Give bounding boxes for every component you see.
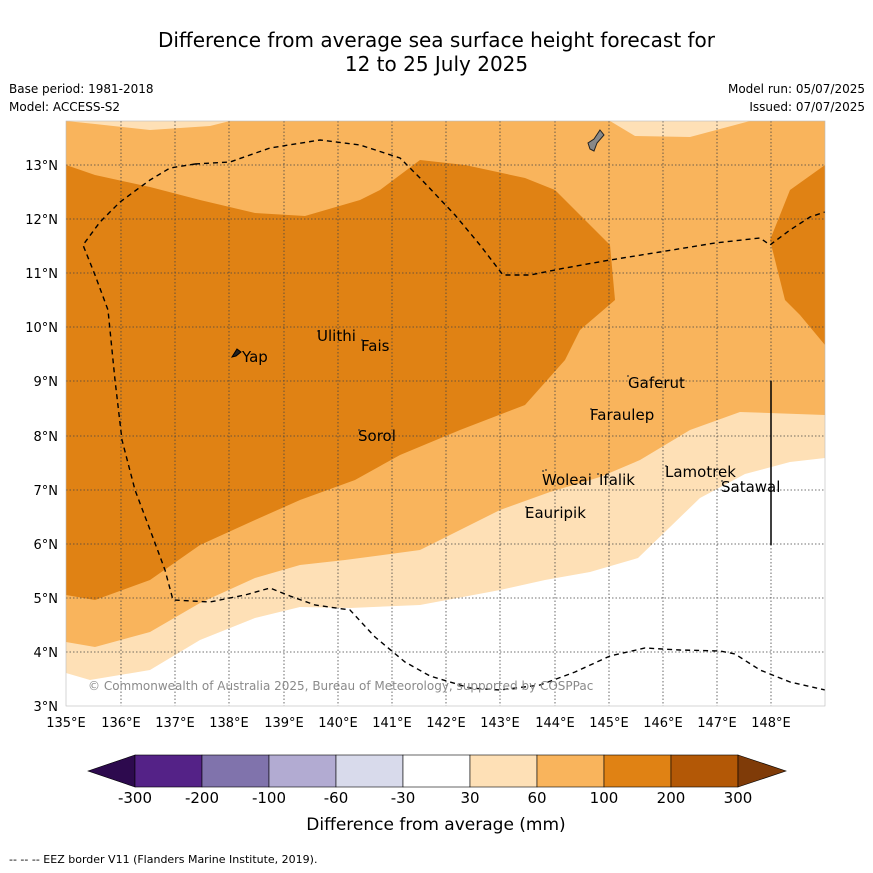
lon-tick: 141°E (372, 716, 412, 731)
guam-island (587, 129, 605, 152)
cb-label: -200 (185, 789, 219, 807)
eez-border (194, 139, 825, 276)
cb-label: -300 (118, 789, 152, 807)
cb-label: 60 (527, 789, 546, 807)
model-name: Model: ACCESS-S2 (9, 100, 121, 114)
place-label-lamotrek: Lamotrek (665, 463, 736, 481)
cb-seg-m60-m30 (335, 754, 404, 788)
cb-label: -100 (252, 789, 286, 807)
title-line-2: 12 to 25 July 2025 (344, 52, 529, 76)
colorbar-title: Difference from average (mm) (306, 815, 565, 835)
cb-label: 200 (657, 789, 686, 807)
band-100-200-east (770, 165, 825, 345)
place-label-satawal: Satawal (721, 478, 780, 496)
lat-tick: 8°N (34, 430, 59, 445)
lon-tick: 139°E (264, 716, 304, 731)
meta-left: Base period: 1981-2018 Model: ACCESS-S2 (9, 80, 154, 116)
model-run: Model run: 05/07/2025 (727, 82, 865, 96)
lon-tick: 142°E (426, 716, 466, 731)
cb-label: 300 (724, 789, 753, 807)
lat-tick: 5°N (34, 592, 59, 607)
yap-island (230, 348, 242, 358)
lat-tick: 11°N (25, 267, 58, 282)
title-line-1: Difference from average sea surface heig… (157, 28, 716, 52)
map-plot-area (66, 121, 825, 706)
place-label-gaferut: Gaferut (628, 374, 685, 392)
lat-tick: 4°N (34, 646, 59, 661)
lon-tick: 137°E (155, 716, 195, 731)
cb-extend-low (87, 754, 136, 788)
lon-tick: 140°E (318, 716, 358, 731)
place-label-ulithi: Ulithi (317, 327, 356, 345)
lon-tick: 145°E (589, 716, 629, 731)
lat-tick: 10°N (25, 321, 58, 336)
place-label-yap: Yap (241, 348, 268, 366)
lon-tick: 146°E (643, 716, 683, 731)
base-period: Base period: 1981-2018 (9, 82, 154, 96)
cb-seg-200-300 (670, 754, 739, 788)
eez-footnote: -- -- -- EEZ border V11 (Flanders Marine… (9, 853, 318, 866)
map-title: Difference from average sea surface heig… (0, 28, 873, 76)
place-label-faraulep: Faraulep (590, 406, 654, 424)
lon-tick: 138°E (209, 716, 249, 731)
issued-date: Issued: 07/07/2025 (749, 100, 865, 114)
place-label-fais: Fais (361, 337, 390, 355)
colorbar-labels: -300 -200 -100 -60 -30 30 60 100 200 300 (118, 789, 752, 807)
place-label-woleai: Woleai (542, 471, 592, 489)
map-frame (65, 120, 826, 707)
cb-seg-100-200 (603, 754, 672, 788)
lon-tick: 144°E (535, 716, 575, 731)
copyright-text: © Commonwealth of Australia 2025, Bureau… (88, 679, 593, 693)
cb-label: 100 (590, 789, 619, 807)
lat-tick: 13°N (25, 159, 58, 174)
cb-seg-m200-m100 (201, 754, 270, 788)
cb-seg-30-60 (469, 754, 538, 788)
colorbar (87, 754, 787, 788)
graticule (66, 121, 825, 706)
lon-tick-labels: 135°E 136°E 137°E 138°E 139°E 140°E 141°… (46, 716, 791, 731)
lat-tick-labels: 13°N 12°N 11°N 10°N 9°N 8°N 7°N 6°N 5°N … (25, 159, 58, 715)
place-label-sorol: Sorol (358, 427, 396, 445)
place-label-ifalik: Ifalik (599, 471, 635, 489)
cb-seg-m100-m60 (268, 754, 337, 788)
lat-tick: 12°N (25, 213, 58, 228)
cb-label: -30 (391, 789, 416, 807)
lon-tick: 143°E (480, 716, 520, 731)
meta-right: Model run: 05/07/2025 Issued: 07/07/2025 (728, 80, 865, 116)
cb-seg-60-100 (536, 754, 605, 788)
lat-tick: 3°N (34, 700, 59, 715)
place-labels: Yap Ulithi Fais Sorol Gaferut Faraulep W… (241, 327, 780, 522)
place-label-eauripik: Eauripik (525, 504, 586, 522)
cb-label: 30 (460, 789, 479, 807)
lat-tick: 6°N (34, 538, 59, 553)
lat-tick: 7°N (34, 484, 59, 499)
lon-tick: 135°E (46, 716, 86, 731)
lat-tick: 9°N (34, 375, 59, 390)
cb-seg-m30-30 (402, 754, 471, 788)
cb-label: -60 (324, 789, 349, 807)
island-markers (317, 330, 723, 508)
band-30-60-top (66, 121, 230, 130)
lon-tick: 136°E (101, 716, 141, 731)
cb-extend-high (737, 754, 787, 788)
lon-tick: 147°E (697, 716, 737, 731)
eez-border-west (82, 163, 825, 691)
cb-seg-m300-m200 (134, 754, 203, 788)
lon-tick: 148°E (751, 716, 791, 731)
